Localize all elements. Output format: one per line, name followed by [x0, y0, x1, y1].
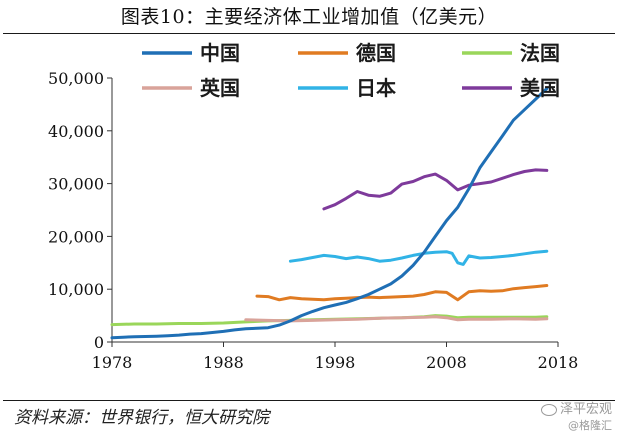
watermark-line1: 泽平宏观 [559, 402, 612, 417]
wechat-icon [540, 403, 557, 416]
series-line-5 [322, 168, 549, 211]
title-divider [3, 33, 615, 34]
series-line-1 [255, 284, 549, 302]
legend-label-3: 英国 [200, 76, 240, 100]
chart-series-layer [110, 87, 549, 340]
watermark: 泽平宏观 @格隆汇 [502, 398, 612, 433]
x-tick-label: 1988 [203, 353, 244, 372]
series-line-0 [110, 87, 549, 340]
x-tick-label: 1978 [92, 353, 133, 372]
legend-label-2: 法国 [520, 41, 560, 65]
footer-divider [3, 400, 615, 401]
x-tick-label: 2018 [538, 353, 579, 372]
legend-label-1: 德国 [356, 41, 396, 65]
source-note: 资料来源：世界银行，恒大研究院 [14, 408, 269, 428]
chart-axes: 0 10,000 20,000 30,000 40,000 50,000 1978 1988 1… [48, 69, 578, 372]
legend-label-5: 美国 [520, 76, 560, 100]
page-title: 图表10：主要经济体工业增加值（亿美元） [120, 6, 498, 28]
y-tick-label: 0 [94, 333, 104, 352]
y-tick-label: 30,000 [48, 175, 104, 194]
watermark-line2: @格隆汇 [568, 419, 612, 432]
series-line-4 [288, 249, 549, 266]
series-line-3 [244, 315, 549, 323]
legend-label-0: 中国 [200, 41, 240, 65]
y-tick-label: 40,000 [48, 122, 104, 141]
x-tick-label: 2008 [426, 353, 467, 372]
x-tick-label: 1998 [315, 353, 356, 372]
y-tick-label: 10,000 [48, 280, 104, 299]
y-tick-label: 20,000 [48, 227, 104, 246]
y-tick-label: 50,000 [48, 69, 104, 88]
legend-label-4: 日本 [356, 76, 396, 100]
